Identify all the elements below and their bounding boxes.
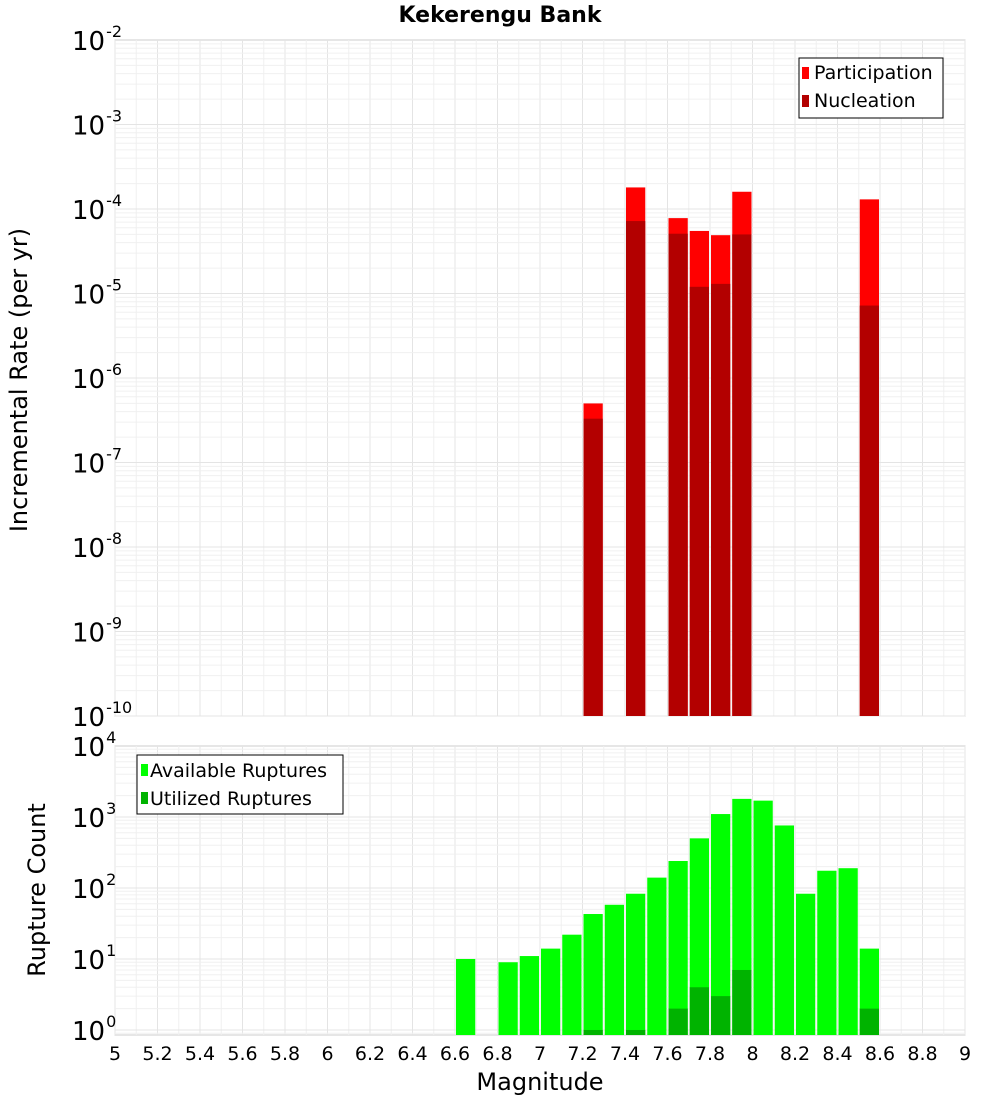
x-tick-label: 7.2: [567, 1043, 597, 1065]
bar-utilized-ruptures: [732, 969, 752, 1035]
legend-label-participation: Participation: [814, 62, 933, 84]
bar-available-ruptures: [774, 825, 794, 1035]
y-tick-label: 10-7: [72, 445, 122, 480]
bottom-panel: 100 101 102 103 104 5 5.2 5.4 5.6 5.8 6 6.2 6.4 6.6 6…: [23, 728, 971, 1096]
x-tick-label: 6: [321, 1043, 333, 1065]
y-tick-label: 10-3: [72, 107, 122, 142]
y-tick-label: 10-4: [72, 191, 122, 226]
bottom-legend: Available Ruptures Utilized Ruptures: [136, 754, 344, 815]
x-tick-label: 6.4: [397, 1043, 427, 1065]
y-tick-label: 10-8: [72, 529, 122, 564]
bar-available-ruptures: [668, 861, 688, 1035]
bar-nucleation: [732, 234, 752, 717]
legend-swatch-nucleation: [802, 95, 809, 107]
x-tick-label: 5: [109, 1043, 121, 1065]
x-tick-label: 6.2: [355, 1043, 385, 1065]
bar-available-ruptures: [541, 948, 561, 1035]
bar-utilized-ruptures: [859, 1008, 879, 1035]
legend-label-available: Available Ruptures: [150, 760, 327, 782]
bar-available-ruptures: [647, 877, 667, 1035]
bar-nucleation: [583, 418, 603, 716]
bar-nucleation: [626, 221, 646, 716]
bar-available-ruptures: [519, 956, 539, 1035]
bar-available-ruptures: [817, 870, 837, 1035]
bar-available-ruptures: [753, 800, 773, 1035]
bar-available-ruptures: [626, 893, 646, 1035]
x-axis-label: Magnitude: [476, 1068, 603, 1096]
x-tick-label: 9: [959, 1043, 971, 1065]
y-tick-label: 10-5: [72, 276, 122, 311]
y-tick-label: 101: [72, 941, 116, 976]
x-tick-label: 8.6: [865, 1043, 895, 1065]
x-tick-label: 6.6: [440, 1043, 470, 1065]
x-tick-label: 8.4: [822, 1043, 852, 1065]
bar-available-ruptures: [838, 868, 858, 1035]
bar-available-ruptures: [711, 814, 731, 1035]
bar-available-ruptures: [796, 893, 816, 1035]
x-tick-label: 8.2: [780, 1043, 810, 1065]
x-tick-label: 7: [534, 1043, 546, 1065]
bar-utilized-ruptures: [711, 996, 731, 1035]
x-tick-label: 8: [746, 1043, 758, 1065]
top-grid: [114, 40, 966, 717]
top-legend: Participation Nucleation: [798, 57, 944, 119]
x-tick-label: 6.8: [482, 1043, 512, 1065]
bar-available-ruptures: [689, 838, 709, 1035]
x-tick-label: 5.6: [227, 1043, 257, 1065]
top-y-axis-label: Incremental Rate (per yr): [5, 228, 33, 532]
y-tick-label: 100: [72, 1012, 116, 1047]
x-tick-label: 5.4: [185, 1043, 215, 1065]
bottom-y-axis-label: Rupture Count: [23, 803, 51, 977]
y-tick-label: 10-2: [72, 22, 122, 57]
y-tick-label: 102: [72, 870, 116, 905]
chart-title: Kekerengu Bank: [399, 3, 603, 28]
x-tick-label: 7.8: [695, 1043, 725, 1065]
y-tick-label: 103: [72, 799, 116, 834]
legend-label-utilized: Utilized Ruptures: [150, 788, 312, 810]
bar-nucleation: [859, 305, 879, 716]
bar-nucleation: [711, 283, 731, 716]
y-tick-label: 104: [72, 728, 116, 763]
bar-available-ruptures: [583, 914, 603, 1035]
bar-available-ruptures: [562, 934, 582, 1035]
bar-nucleation: [668, 233, 688, 716]
x-tick-label: 7.6: [652, 1043, 682, 1065]
x-tick-label: 8.8: [907, 1043, 937, 1065]
bottom-y-ticks: 100 101 102 103 104: [72, 728, 116, 1047]
top-legend-box: [798, 57, 944, 119]
bar-utilized-ruptures: [626, 1029, 646, 1035]
bar-utilized-ruptures: [668, 1008, 688, 1035]
x-tick-labels: 5 5.2 5.4 5.6 5.8 6 6.2 6.4 6.6 6.8 7 7.2 7.4 7.6 7.8 8…: [109, 1043, 971, 1065]
legend-swatch-participation: [802, 67, 809, 79]
legend-swatch-utilized: [141, 792, 148, 804]
x-tick-label: 5.2: [142, 1043, 172, 1065]
y-tick-label: 10-6: [72, 360, 122, 395]
y-tick-label: 10-9: [72, 614, 122, 649]
x-tick-label: 7.4: [610, 1043, 640, 1065]
bar-utilized-ruptures: [583, 1029, 603, 1035]
bar-available-ruptures: [498, 962, 518, 1035]
top-y-ticks: 10-10 10-9 10-8 10-7 10-6 10-5 10-4 10-3 10-2: [72, 22, 132, 733]
bar-available-ruptures: [456, 958, 476, 1035]
bottom-bars: [456, 798, 879, 1035]
bar-available-ruptures: [604, 904, 624, 1035]
top-bars: [583, 187, 879, 717]
bar-nucleation: [689, 286, 709, 716]
legend-swatch-available: [141, 764, 148, 776]
top-panel: 10-10 10-9 10-8 10-7 10-6 10-5 10-4 10-3 10-2 In…: [5, 22, 966, 733]
x-tick-label: 5.8: [270, 1043, 300, 1065]
bottom-legend-box: [136, 754, 344, 815]
y-tick-label: 10-10: [72, 698, 132, 733]
legend-label-nucleation: Nucleation: [814, 90, 916, 112]
bar-utilized-ruptures: [689, 987, 709, 1035]
